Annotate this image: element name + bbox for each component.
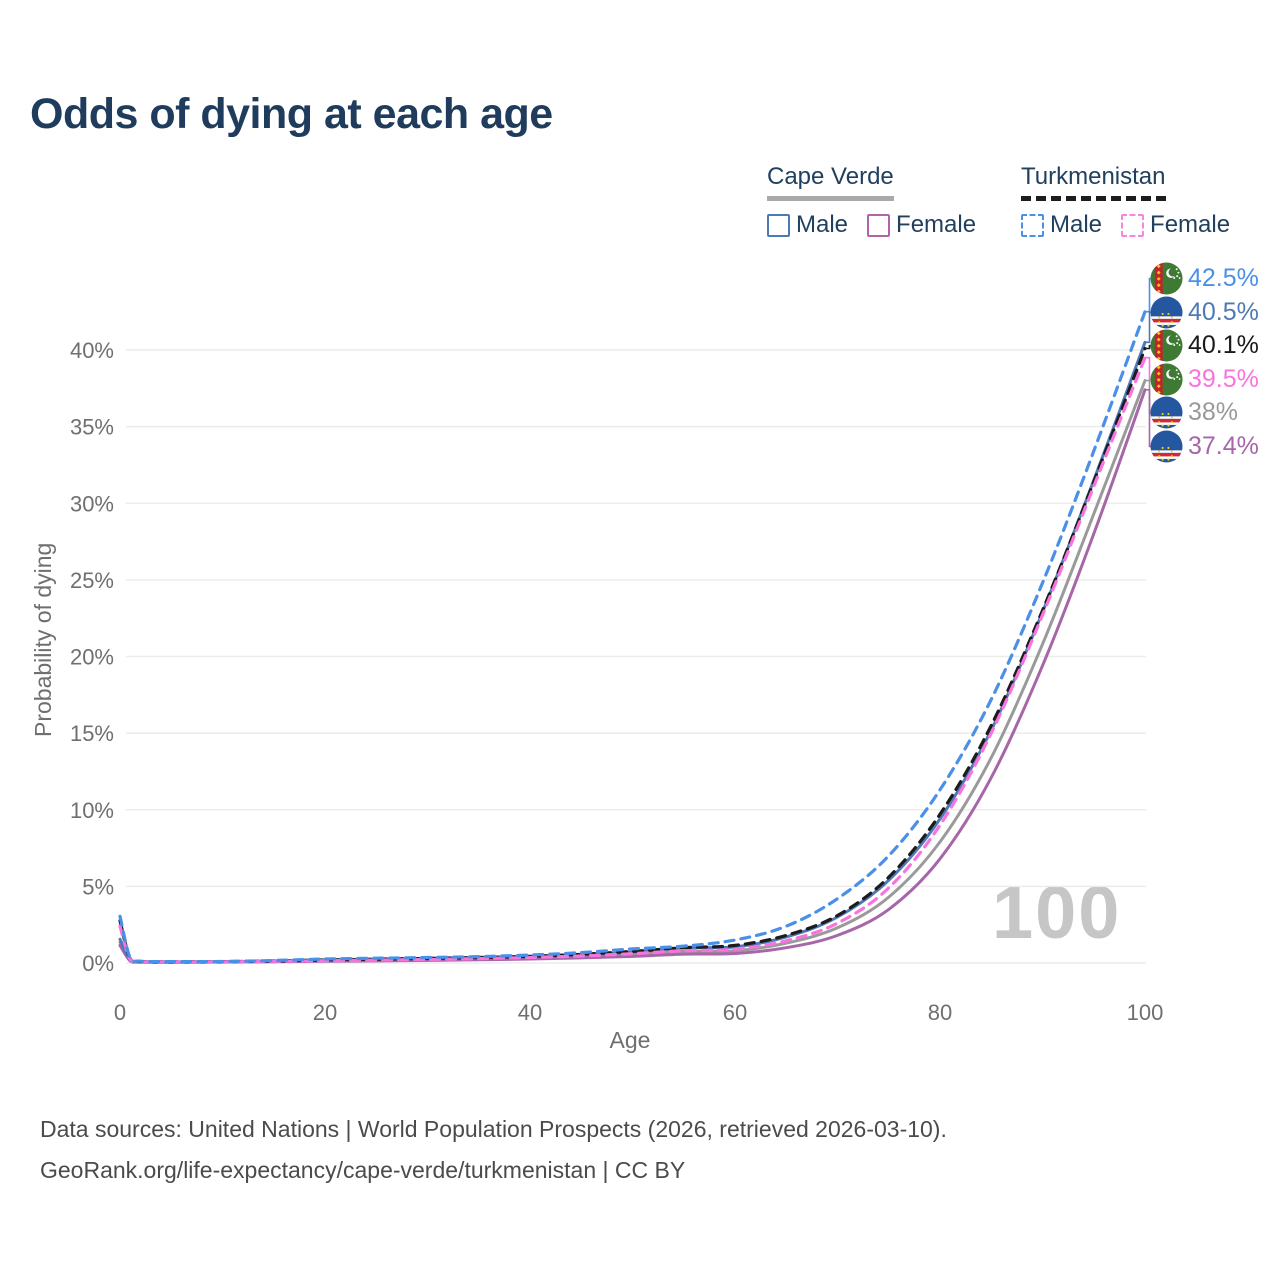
line-swatch-icon	[1121, 213, 1145, 237]
end-label-value: 37.4%	[1188, 432, 1259, 460]
license-line[interactable]: GeoRank.org/life-expectancy/cape-verde/t…	[40, 1157, 686, 1183]
y-tick-label: 35%	[70, 415, 114, 440]
flag-turkmenistan-icon	[1150, 329, 1183, 362]
flag-turkmenistan-icon	[1150, 262, 1183, 295]
attribution-footer: Data sources: United Nations | World Pop…	[40, 1109, 947, 1191]
y-tick-label: 15%	[70, 721, 114, 746]
y-axis-title: Probability of dying	[30, 542, 56, 737]
line-swatch-icon	[1021, 213, 1044, 237]
end-label-turkmenistan-male[interactable]: 42.5%	[1150, 262, 1259, 295]
end-label-cape-verde-male[interactable]: 40.5%	[1150, 296, 1259, 329]
end-label-cape-verde-female[interactable]: 37.4%	[1150, 430, 1259, 463]
series-line-cv_all[interactable]	[118, 379, 1147, 964]
legend-item-turkmenistan-female[interactable]: Female	[1121, 211, 1230, 239]
y-tick-label: 25%	[70, 568, 114, 593]
x-axis-title: Age	[609, 1027, 651, 1053]
legend-country-turkmenistan[interactable]: Turkmenistan	[1021, 163, 1166, 201]
y-tick-label: 20%	[70, 645, 114, 670]
legend-item-turkmenistan-male[interactable]: Male	[1021, 211, 1102, 239]
x-tick-label: 40	[518, 1000, 542, 1025]
age-counter-watermark: 100	[992, 871, 1122, 954]
y-tick-label: 10%	[70, 798, 114, 823]
y-tick-label: 5%	[82, 874, 114, 899]
legend-group-turkmenistan: Turkmenistan Male Female	[1021, 163, 1230, 239]
series-line-tm_male[interactable]	[118, 310, 1147, 964]
x-tick-label: 100	[1127, 1000, 1164, 1025]
legend-country-cape-verde[interactable]: Cape Verde	[767, 163, 894, 201]
series-line-tm_all[interactable]	[118, 346, 1147, 964]
flag-cape-verde-icon	[1150, 430, 1183, 463]
page-title: Odds of dying at each age	[30, 90, 553, 138]
x-tick-label: 20	[313, 1000, 337, 1025]
y-tick-label: 0%	[82, 951, 114, 976]
series-line-cv_female[interactable]	[118, 388, 1147, 964]
end-label-value: 40.5%	[1188, 297, 1259, 326]
flag-cape-verde-icon	[1150, 296, 1183, 329]
legend-item-cape-verde-female[interactable]: Female	[867, 211, 976, 239]
end-label-value: 39.5%	[1188, 364, 1259, 393]
end-label-value: 42.5%	[1188, 264, 1259, 292]
data-sources-line: Data sources: United Nations | World Pop…	[40, 1116, 947, 1142]
end-label-value: 40.1%	[1188, 331, 1259, 360]
legend-group-cape-verde: Cape Verde Male Female	[767, 163, 976, 239]
end-label-value: 38%	[1188, 398, 1239, 427]
y-tick-label: 40%	[70, 338, 114, 363]
series-line-cv_male[interactable]	[118, 340, 1147, 964]
legend-item-cape-verde-male[interactable]: Male	[767, 211, 848, 239]
y-tick-label: 30%	[70, 491, 114, 516]
x-tick-label: 80	[928, 1000, 952, 1025]
line-swatch-icon	[767, 213, 790, 237]
flag-turkmenistan-icon	[1150, 363, 1183, 396]
line-swatch-icon	[867, 213, 891, 237]
x-tick-label: 0	[114, 1000, 126, 1025]
x-tick-label: 60	[723, 1000, 747, 1025]
end-label-turkmenistan-both[interactable]: 40.1%	[1150, 329, 1259, 362]
flag-cape-verde-icon	[1150, 396, 1183, 429]
end-label-cape-verde-both[interactable]: 38%	[1150, 396, 1238, 429]
end-label-turkmenistan-female[interactable]: 39.5%	[1150, 363, 1259, 396]
series-line-tm_female[interactable]	[118, 356, 1147, 964]
